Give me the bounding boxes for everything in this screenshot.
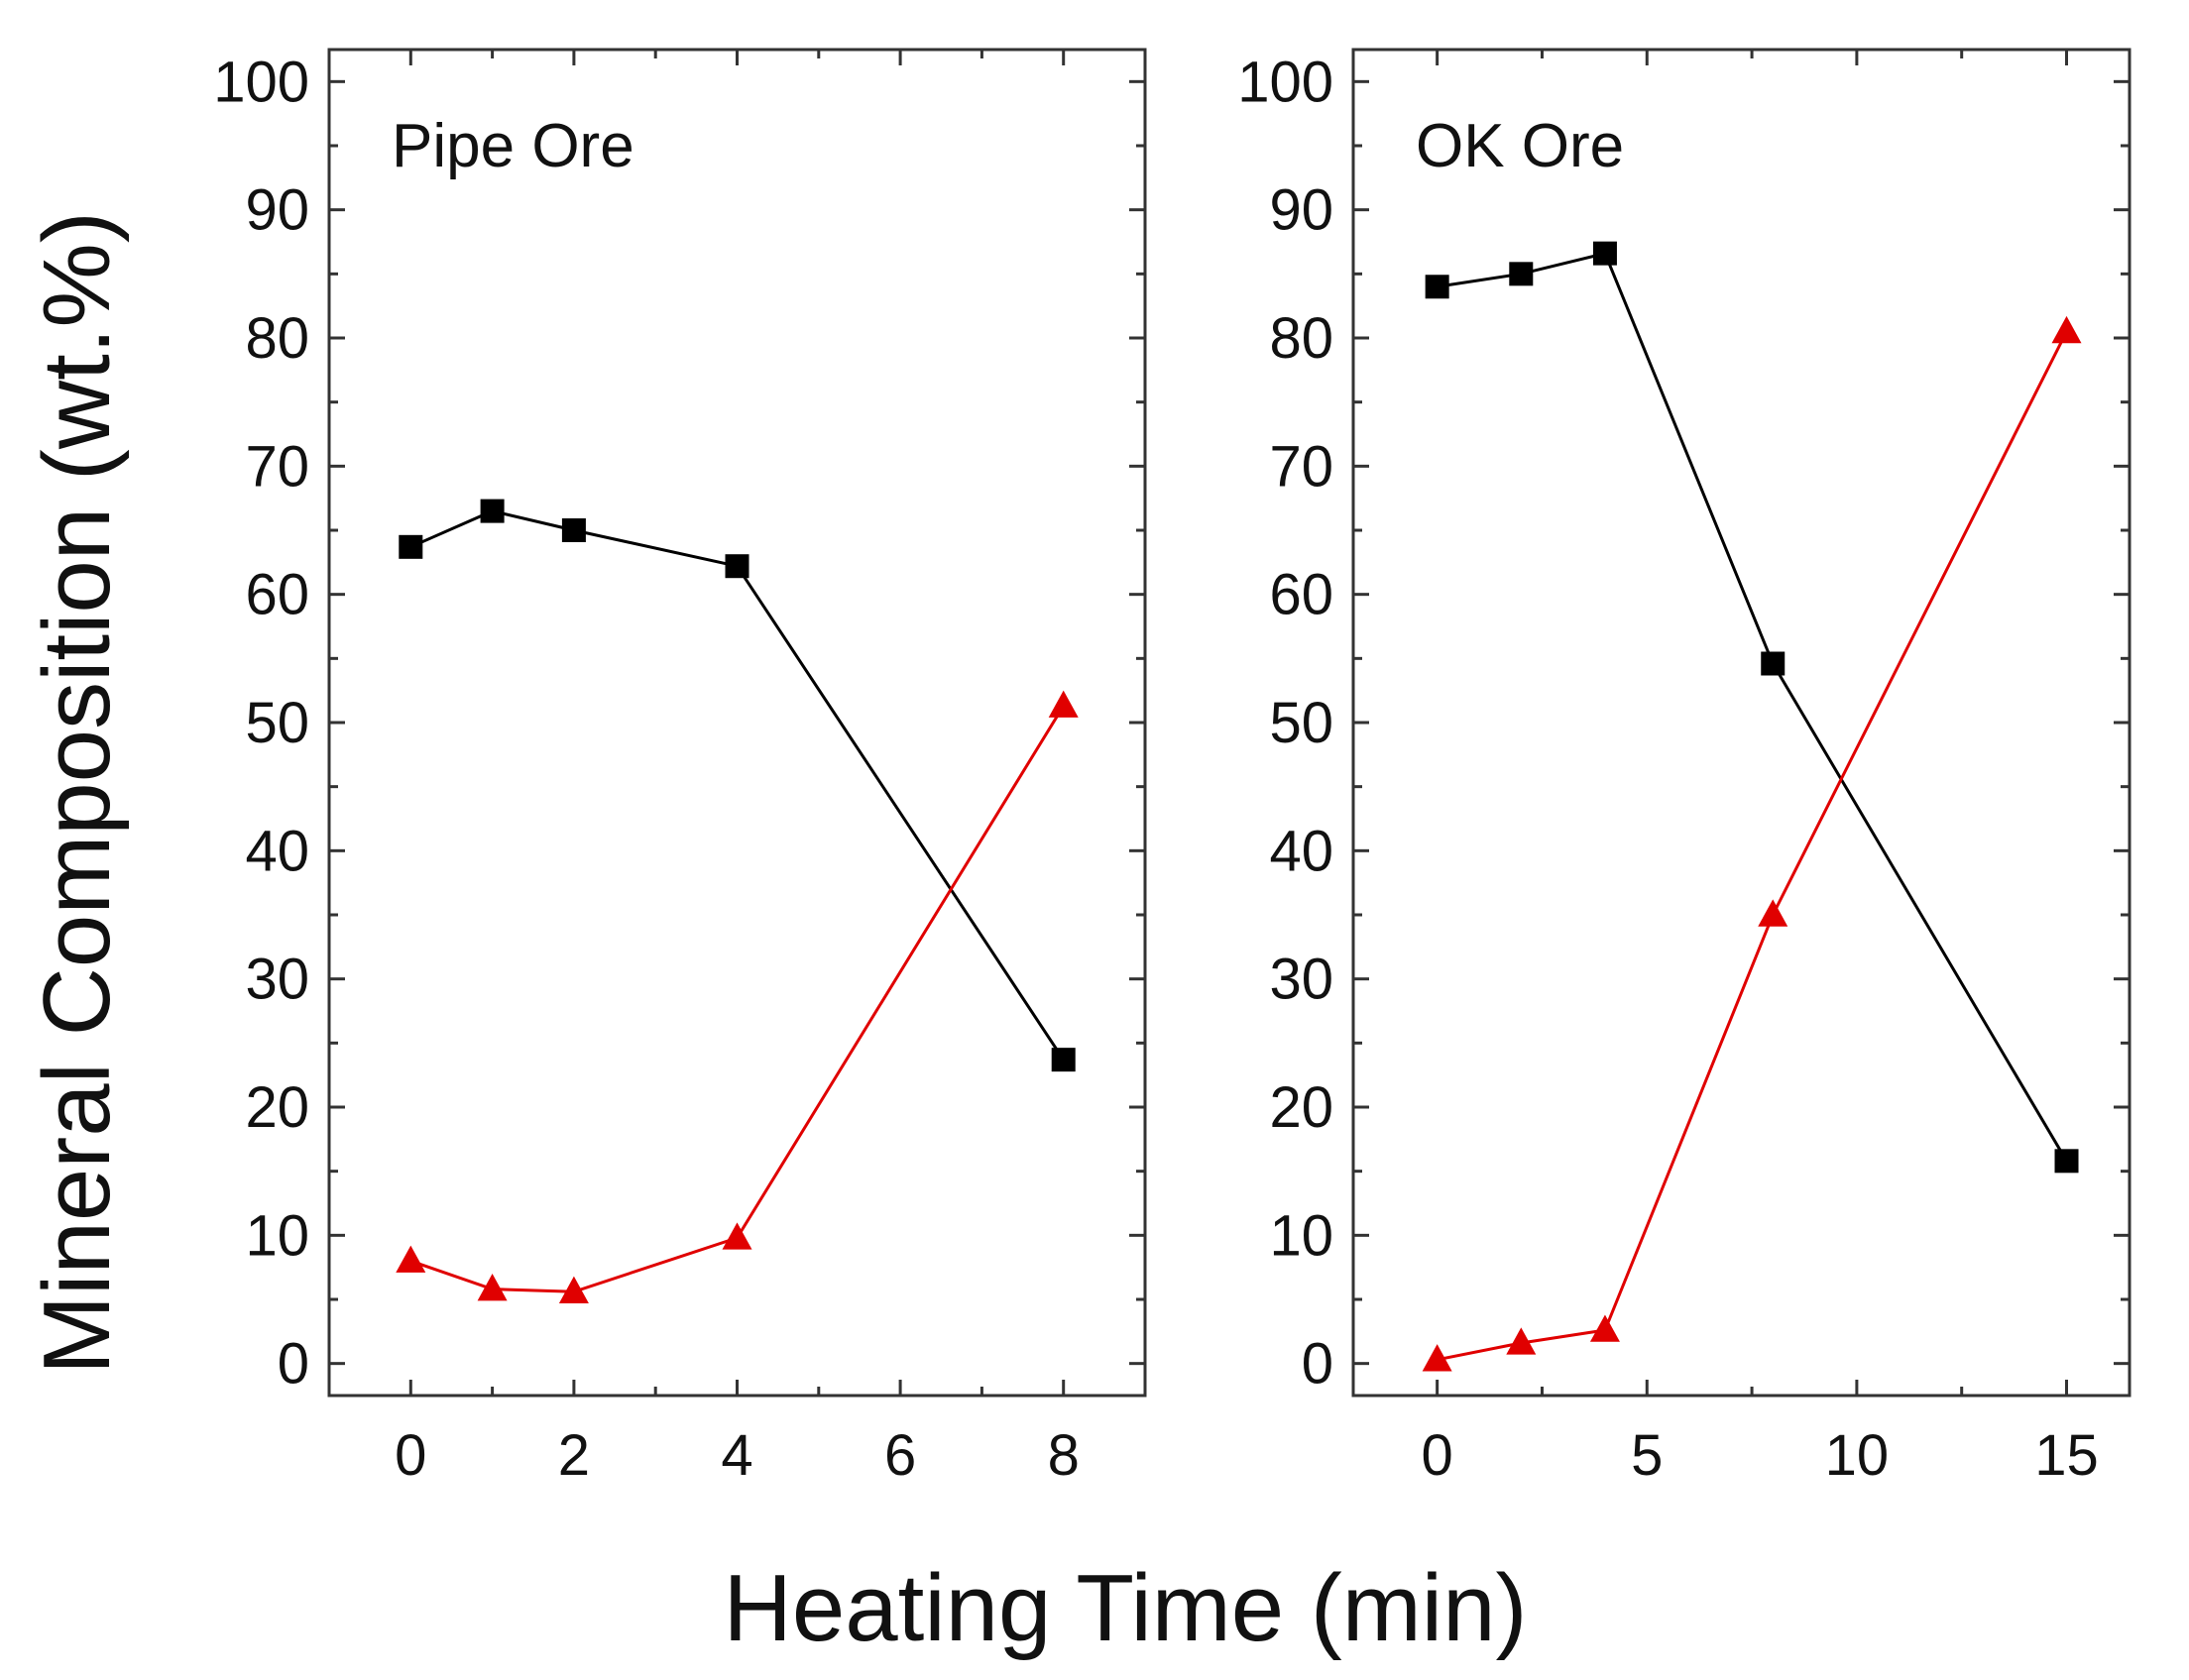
- y-tick-label: 40: [245, 819, 309, 883]
- x-tick-label: 15: [2034, 1423, 2099, 1488]
- x-tick-label: 10: [1825, 1423, 1890, 1488]
- series-black-squares: [399, 499, 1076, 1072]
- y-tick-label: 90: [1269, 178, 1333, 243]
- x-tick-label: 0: [395, 1423, 426, 1488]
- y-tick-label: 70: [245, 434, 309, 499]
- y-tick-label: 90: [245, 178, 309, 243]
- data-point-triangle: [396, 1245, 426, 1273]
- data-point-triangle: [2051, 315, 2082, 344]
- y-tick-label: 60: [1269, 563, 1333, 627]
- y-tick-label: 40: [1269, 819, 1333, 883]
- y-tick-label: 20: [1269, 1075, 1333, 1140]
- series-line: [1437, 251, 2068, 1163]
- y-tick-label: 100: [1237, 50, 1333, 114]
- data-point-square: [1051, 1048, 1076, 1072]
- data-point-triangle: [477, 1274, 508, 1301]
- plot-frame: [327, 48, 1147, 1398]
- y-tick-label: 0: [1302, 1332, 1333, 1397]
- x-tick-label: 6: [884, 1423, 916, 1488]
- y-tick-label: 30: [245, 948, 309, 1012]
- plot-frame: [1351, 48, 2131, 1398]
- y-tick-label: 0: [278, 1332, 309, 1397]
- data-point-square: [2054, 1149, 2079, 1174]
- series-black-squares: [1425, 241, 2079, 1174]
- x-axis-title: Heating Time (min): [724, 1555, 1528, 1661]
- series-line: [409, 509, 1065, 1061]
- y-tick-label: 50: [245, 691, 309, 755]
- series-red-triangles: [1422, 315, 2082, 1372]
- y-tick-label: 50: [1269, 691, 1333, 755]
- data-point-square: [561, 518, 586, 542]
- panel-title: Pipe Ore: [392, 112, 634, 180]
- x-tick-label: 2: [558, 1423, 590, 1488]
- x-tick-label: 0: [1422, 1423, 1453, 1488]
- chart-panel-pipe-ore: 0 10 20 30 40 50 60 70 80 90 100 0 2 4 6 8 Pipe Ore: [213, 48, 1147, 1488]
- y-tick-label: 70: [1269, 434, 1333, 499]
- series-line: [409, 705, 1065, 1293]
- y-tick-label: 60: [245, 563, 309, 627]
- panel-title: OK Ore: [1416, 112, 1624, 180]
- data-point-triangle: [558, 1276, 589, 1303]
- data-point-triangle: [1422, 1344, 1452, 1372]
- x-tick-label: 5: [1631, 1423, 1663, 1488]
- chart-panel-ok-ore: 0 10 20 30 40 50 60 70 80 90 100 0 5 10 15 OK Ore: [1237, 48, 2131, 1488]
- y-tick-label: 100: [213, 50, 309, 114]
- x-tick-label: 4: [721, 1423, 752, 1488]
- series-line: [1437, 330, 2068, 1362]
- y-tick-label: 10: [245, 1203, 309, 1268]
- data-point-triangle: [1758, 899, 1788, 927]
- series-red-triangles: [396, 690, 1079, 1303]
- data-point-square: [1761, 651, 1786, 676]
- data-point-square: [1509, 262, 1534, 286]
- data-point-triangle: [1589, 1314, 1620, 1342]
- y-tick-label: 80: [245, 306, 309, 371]
- data-point-triangle: [1048, 690, 1079, 718]
- data-point-triangle: [722, 1222, 752, 1250]
- data-point-square: [725, 554, 749, 579]
- data-point-square: [1592, 241, 1617, 266]
- data-point-square: [399, 534, 423, 559]
- y-tick-label: 30: [1269, 948, 1333, 1012]
- data-point-square: [480, 499, 505, 523]
- x-tick-label: 8: [1048, 1423, 1080, 1488]
- y-tick-label: 80: [1269, 306, 1333, 371]
- y-axis-title: Mineral Composition (wt.%): [24, 211, 130, 1375]
- data-point-square: [1425, 275, 1449, 299]
- data-point-triangle: [1506, 1327, 1537, 1355]
- y-tick-label: 10: [1269, 1203, 1333, 1268]
- y-tick-label: 20: [245, 1075, 309, 1140]
